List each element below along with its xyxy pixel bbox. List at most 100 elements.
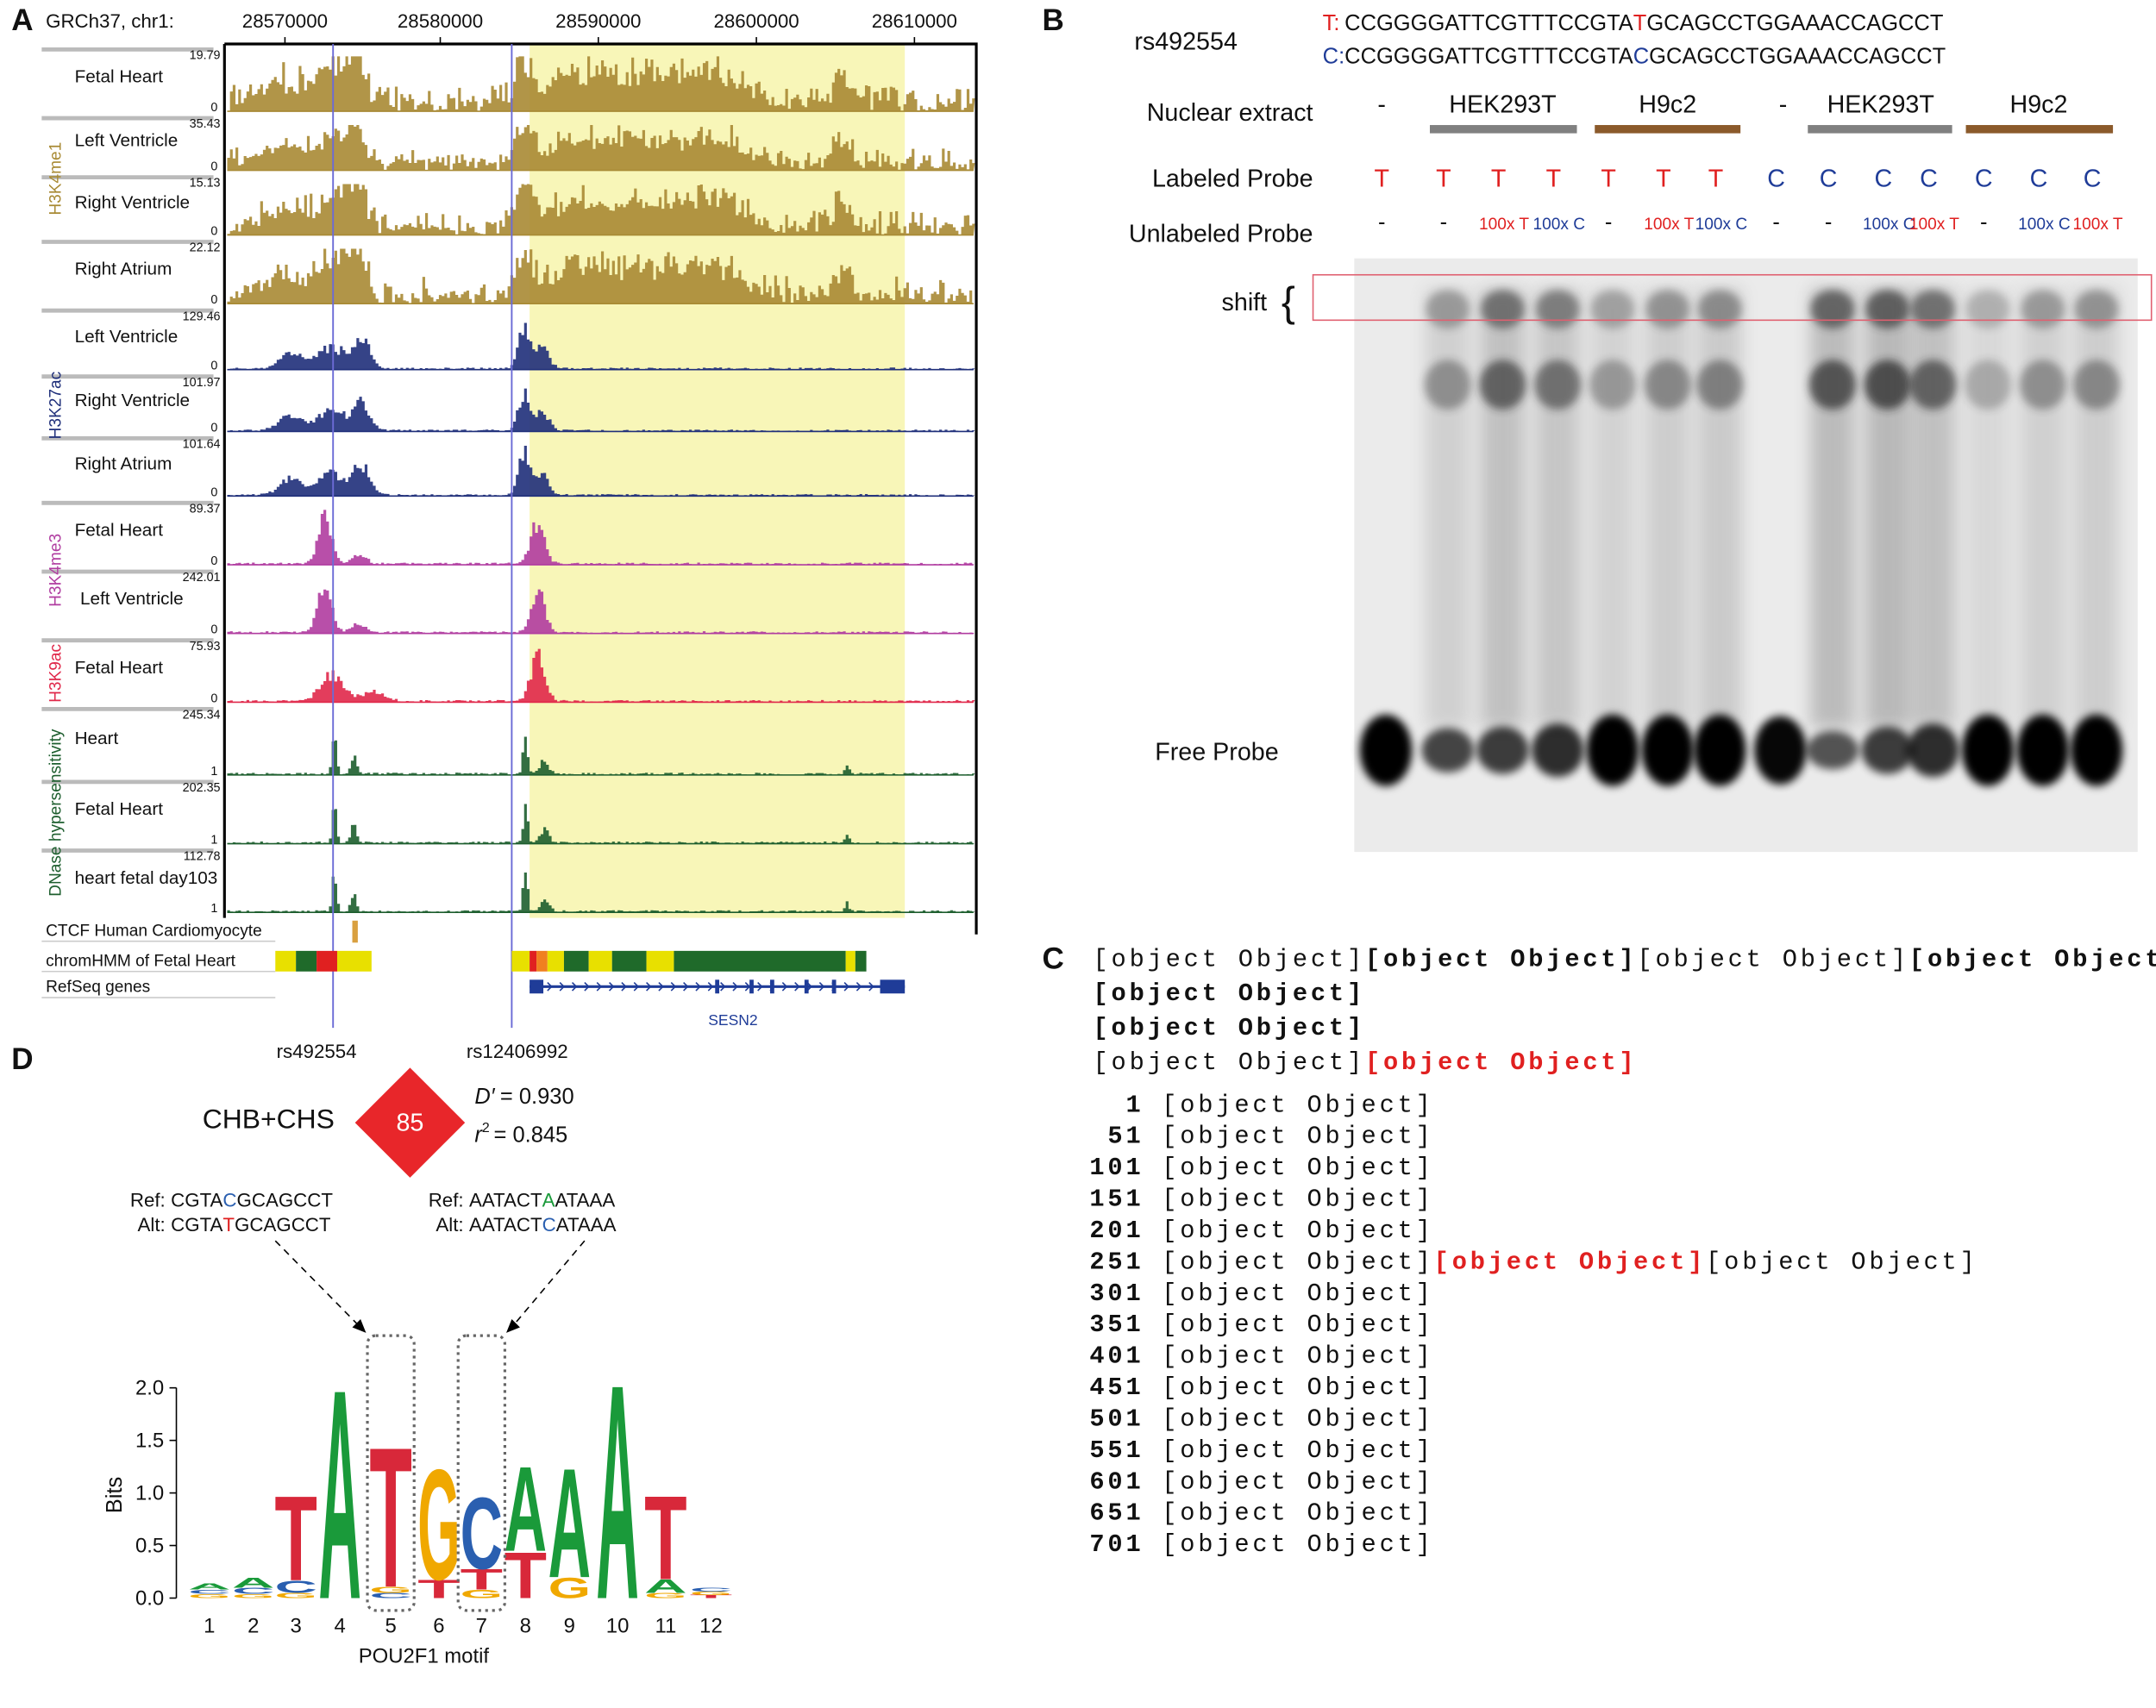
smear	[1810, 288, 1855, 729]
complex-band	[1424, 360, 1471, 410]
arrowhead	[352, 1318, 367, 1333]
signal	[227, 322, 975, 370]
probe-sequence: CCGGGGATTCGTTTCCGTATGCAGCCTGGAAACCAGCCT	[1344, 11, 1943, 35]
gene-arrow	[769, 981, 775, 992]
residue-number: 451	[1089, 1373, 1144, 1402]
track-min: 0	[210, 160, 217, 174]
group-label: H3K9ac	[47, 643, 66, 702]
logo-letter: C	[461, 1476, 503, 1591]
logo-caption: POU2F1 motif	[359, 1644, 490, 1667]
track-max: 89.37	[190, 502, 221, 516]
x-tick-label: 3	[291, 1614, 302, 1637]
protein-sequence-part: [object Object]	[1162, 1373, 1433, 1402]
probe-sequence-part: T	[1633, 11, 1647, 35]
d-prime-part: = 0.930	[500, 1085, 574, 1109]
row-label: Nuclear extract	[1147, 99, 1313, 127]
gene-arrow	[621, 981, 627, 992]
track-name: Left Ventricle	[75, 131, 179, 151]
x-tick-label: 7	[476, 1614, 487, 1637]
residue-number: 1	[1125, 1091, 1144, 1119]
x-tick-label: 10	[606, 1614, 630, 1637]
signal	[227, 125, 975, 171]
extract-bar	[1965, 125, 2114, 134]
logo-letter: A	[318, 1328, 360, 1662]
alt-sequence-part: GCAGCCT	[235, 1214, 331, 1236]
logo-letter: G	[461, 1587, 503, 1600]
alt-label: Alt:	[138, 1214, 166, 1236]
smear	[1480, 288, 1525, 729]
free-probe-band	[1754, 716, 1807, 785]
labeled-probe: C	[1767, 166, 1785, 193]
complex-band	[1534, 360, 1582, 410]
unlabeled-probe: 100x T	[2073, 216, 2123, 234]
logo-letter: G	[644, 1592, 686, 1599]
chromhmm-state	[296, 950, 317, 972]
shift-band	[1645, 290, 1690, 328]
track-name: Fetal Heart	[75, 658, 164, 678]
track-max: 35.43	[190, 117, 221, 131]
gene-exon	[804, 979, 809, 994]
logo-letter: A	[548, 1437, 591, 1611]
signal	[227, 184, 975, 235]
motif-box	[366, 1334, 416, 1612]
signal	[227, 248, 975, 304]
track-name: Fetal Heart	[75, 67, 164, 87]
shift-band	[1910, 290, 1955, 328]
smear	[2074, 288, 2119, 729]
track-max: 242.01	[183, 571, 221, 585]
y-tick-label: 1.5	[135, 1430, 164, 1453]
row-label: Unlabeled Probe	[1129, 220, 1313, 247]
y-axis-label: Bits	[103, 1477, 127, 1513]
extract-bar	[1429, 125, 1577, 134]
protein-sequence-part: [object Object]	[1162, 1467, 1433, 1496]
probe-sequence-part: CCGGGGATTCGTTTCCGTA	[1344, 44, 1633, 68]
chromhmm-state	[855, 950, 867, 972]
labeled-probe: T	[1656, 166, 1671, 193]
ctcf-peak	[352, 920, 358, 943]
unlabeled-probe: 100x C	[2018, 216, 2071, 234]
protein-sequence-part: [object Object]	[1162, 1311, 1433, 1339]
free-probe-band	[1359, 714, 1413, 786]
gene-arrow	[720, 981, 726, 992]
y-tick-label: 0.5	[135, 1535, 164, 1558]
ref-sequence-part: A	[542, 1189, 555, 1211]
alt-sequence-part: T	[222, 1214, 235, 1236]
alt-sequence-part: C	[542, 1214, 556, 1236]
extract-label: -	[1377, 91, 1386, 119]
d-prime: D′ = 0.930	[474, 1085, 573, 1109]
ref-sequence: CGTACGCAGCCT	[171, 1189, 333, 1211]
residue-number: 51	[1107, 1123, 1144, 1151]
y-tick-label: 2.0	[135, 1377, 164, 1400]
track-min: 1	[210, 834, 217, 848]
r-squared-part: r	[474, 1123, 483, 1147]
protein-sequence-part: [object Object]	[1162, 1154, 1433, 1182]
unlabeled-probe: -	[1980, 210, 1988, 235]
complex-band	[2019, 360, 2066, 410]
alt-sequence-part: AATACT	[469, 1214, 542, 1236]
residue-number: 501	[1089, 1405, 1144, 1433]
logo-letter: G	[188, 1592, 230, 1599]
match-header: [object Object][object Object]	[1094, 1048, 1638, 1077]
chromhmm-state	[611, 950, 647, 972]
track-min: 0	[210, 623, 217, 637]
logo-letter: T	[417, 1574, 460, 1604]
track-min: 0	[210, 421, 217, 435]
track-min: 0	[210, 225, 217, 239]
track-max: 75.93	[190, 640, 221, 654]
gene-arrow	[571, 981, 578, 992]
x-tick-label: 8	[520, 1614, 531, 1637]
shift-band	[2074, 290, 2119, 328]
alt-sequence: AATACTCATAAA	[469, 1214, 617, 1236]
extra-track-label: CTCF Human Cardiomyocyte	[46, 922, 262, 940]
extract-label: HEK293T	[1449, 91, 1556, 119]
alt-sequence: CGTATGCAGCCT	[171, 1214, 331, 1236]
labeled-probe: C	[1920, 166, 1938, 193]
labeled-probe: C	[2030, 166, 2048, 193]
unlabeled-probe: 100x T	[1479, 216, 1529, 234]
match-header-part: [object Object]	[1365, 1048, 1637, 1077]
shift-box	[1312, 273, 2153, 322]
labeled-probe: C	[1975, 166, 1993, 193]
shift-label: shift	[1222, 289, 1268, 316]
signal	[227, 388, 975, 432]
protein-sequence: [object Object]	[1162, 1217, 1433, 1245]
